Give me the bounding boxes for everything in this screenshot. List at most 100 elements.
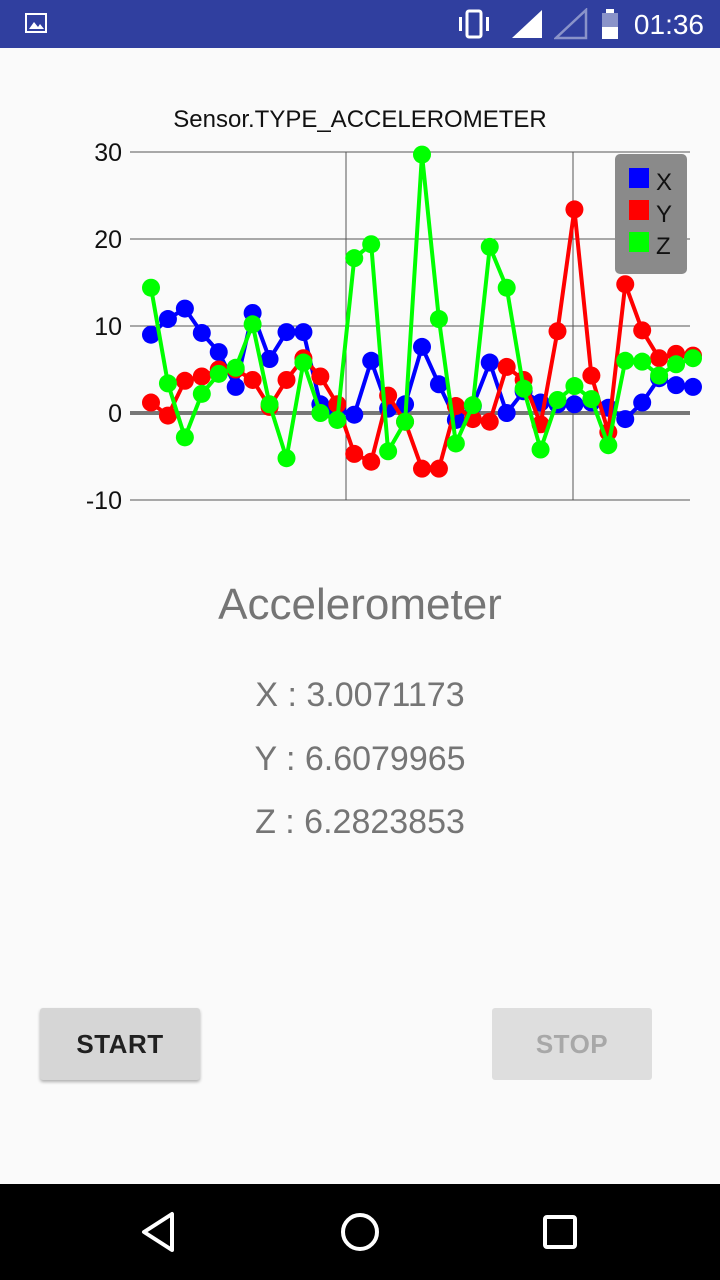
image-icon [25,13,47,33]
battery-icon [602,9,618,39]
data-point-x [429,375,448,394]
recents-icon[interactable] [534,1206,586,1258]
data-point-x [684,377,702,396]
reading-x: X : 3.0071173 [255,676,465,714]
data-point-x [480,353,499,372]
y-tick-label: -10 [86,487,122,515]
data-point-z [413,145,431,164]
data-point-x [226,377,245,396]
data-point-y [345,444,364,463]
stop-button[interactable]: STOP [492,1008,652,1080]
data-point-y [633,321,652,340]
data-point-z [531,440,550,459]
chart-title: Sensor.TYPE_ACCELEROMETER [173,106,546,133]
data-point-x [294,323,313,342]
legend-label-y: Y [656,201,672,228]
legend-box [615,154,687,274]
back-icon[interactable] [134,1206,186,1258]
signal-empty-icon [554,8,588,40]
data-point-y [497,357,516,376]
data-point-z [497,278,516,297]
data-point-z [311,404,330,422]
data-point-y [650,349,669,368]
status-time: 01:36 [633,9,704,40]
data-point-y [480,412,499,431]
data-point-z [582,390,601,409]
data-point-z [633,352,652,371]
data-point-x [175,299,194,318]
data-point-y [413,459,431,478]
data-point-z [209,364,228,383]
data-point-z [616,351,635,370]
data-point-y [565,200,584,219]
data-point-x [142,325,160,344]
data-point-x [345,405,364,424]
chart-svg: Sensor.TYPE_ACCELEROMETER 30 20 10 0 -10 XYZ [86,106,702,515]
data-point-z [345,249,364,268]
data-point-z [480,237,499,256]
status-bar: 01:36 [0,0,720,48]
home-icon[interactable] [334,1206,386,1258]
data-point-y [277,370,296,389]
data-point-y [582,366,601,385]
data-point-y [362,452,381,471]
data-point-z [565,377,584,396]
data-point-x [565,395,584,414]
data-point-z [192,384,211,403]
signal-icon [512,10,542,38]
data-point-x [277,323,296,342]
data-point-z [548,390,567,409]
data-point-z [260,395,279,414]
data-point-z [667,355,686,374]
data-point-z [226,358,245,377]
data-point-y [616,275,635,294]
y-tick-label: 0 [108,400,122,428]
data-point-z [514,379,533,398]
data-point-z [277,449,296,468]
legend-swatch-x [629,168,649,188]
data-point-y [548,322,567,341]
data-point-z [429,310,448,329]
data-point-z [599,436,618,455]
vibrate-icon [459,9,489,39]
sensor-heading: Accelerometer [218,580,502,629]
reading-z: Z : 6.2823853 [255,803,465,841]
data-point-z [158,374,177,393]
legend-swatch-z [629,232,649,252]
data-point-z [463,396,482,415]
y-tick-label: 10 [94,313,122,341]
data-point-z [142,278,160,297]
data-point-x [260,350,279,369]
y-tick-label: 30 [94,139,122,167]
data-point-y [175,371,194,390]
data-point-y [311,367,330,386]
data-point-z [379,442,398,461]
data-point-z [243,315,262,334]
data-point-y [142,393,160,412]
start-button[interactable]: START [40,1008,200,1080]
y-tick-label: 20 [94,226,122,254]
data-point-z [446,434,465,453]
data-point-z [684,349,702,368]
data-point-x [192,323,211,342]
data-point-x [667,376,686,395]
data-point-z [175,428,194,447]
data-point-x [362,351,381,370]
navigation-bar [0,1184,720,1280]
accelerometer-chart: Sensor.TYPE_ACCELEROMETER 30 20 10 0 -10 X Y Z [0,48,720,528]
data-point-z [362,235,381,254]
legend-label-x: X [656,169,672,196]
data-point-x [413,337,431,356]
legend-label-z: Z [656,233,671,260]
data-point-x [616,410,635,429]
data-point-x [158,310,177,329]
legend-swatch-y [629,200,649,220]
data-point-z [650,366,669,385]
data-point-y [243,370,262,389]
data-point-z [328,410,347,429]
data-point-y [192,367,211,386]
data-point-x [497,404,516,422]
data-point-x [633,393,652,412]
data-point-x [209,343,228,362]
data-point-z [396,412,415,431]
